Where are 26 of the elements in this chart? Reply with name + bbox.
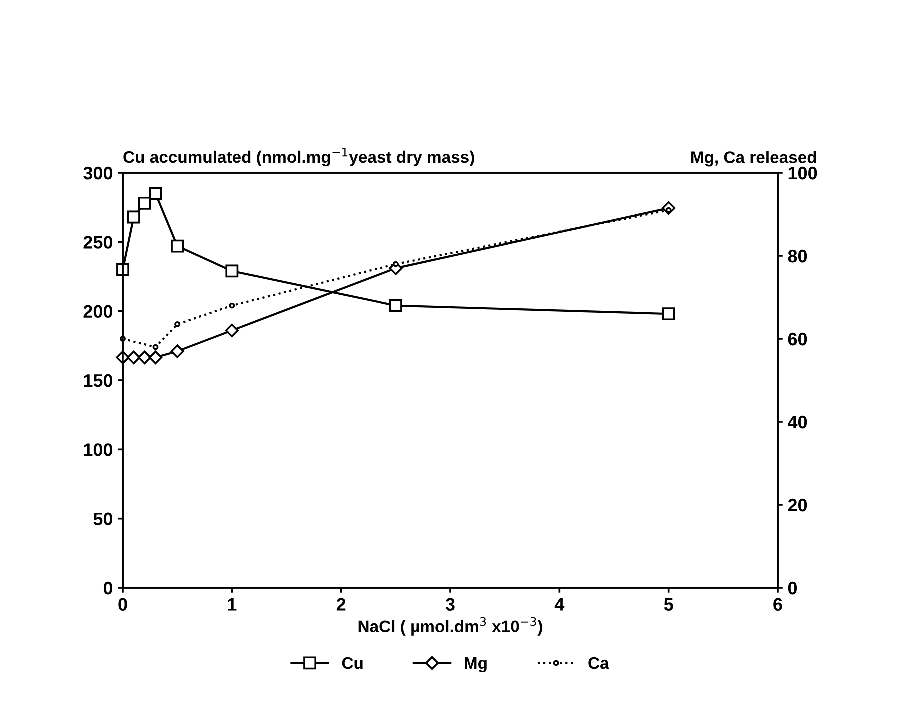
y-tick-label: 100	[84, 444, 113, 456]
y-tick-label: 150	[84, 374, 113, 388]
y-tick-label: 200	[84, 305, 113, 318]
y-axis-title: Cu accumulated (nmol.mg$^{−1}$yeast dry mass)	[124, 148, 474, 167]
legend-label: Mg	[465, 658, 487, 673]
y2-tick-label: 100	[788, 166, 818, 180]
x-tick-label: 3	[446, 598, 455, 612]
y2-tick-label: 40	[788, 416, 808, 429]
x-tick-label: 0	[118, 598, 128, 611]
y-tick-label: 0	[104, 582, 113, 595]
legend-label: Ca	[588, 657, 610, 670]
y-tick-label: 50	[94, 512, 113, 526]
x-tick-label: 5	[664, 598, 674, 611]
x-tick-label: 2	[336, 598, 346, 611]
y2-tick-label: 80	[788, 250, 808, 263]
y-tick-label: 250	[84, 236, 113, 249]
x-tick-label: 6	[774, 598, 782, 611]
x-tick-label: 4	[554, 598, 565, 611]
y-tick-label: 300	[84, 166, 113, 180]
x-axis-title: NaCl ( µmol.dm$^{3}$ x10$^{−3}$)	[358, 617, 542, 636]
legend-label: Cu	[342, 657, 363, 670]
y2-axis-title: Mg, Ca released	[692, 151, 816, 167]
y2-tick-label: 20	[788, 498, 808, 512]
y2-tick-label: 0	[788, 582, 798, 595]
y2-tick-label: 60	[788, 332, 808, 346]
x-tick-label: 1	[228, 598, 237, 611]
